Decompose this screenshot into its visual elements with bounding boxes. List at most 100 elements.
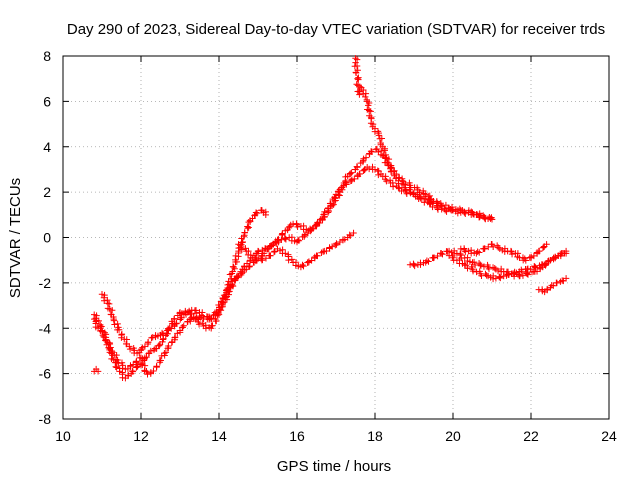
data-point [355, 76, 362, 83]
x-tick-label: 16 [289, 428, 305, 444]
data-point [362, 93, 369, 101]
data-point [262, 211, 269, 219]
data-point [474, 211, 481, 218]
data-point [148, 334, 155, 342]
data-point [133, 358, 140, 365]
data-point [347, 232, 354, 240]
data-point [365, 165, 373, 173]
data-point [348, 169, 355, 176]
data-point [350, 229, 357, 237]
y-tick-label: 4 [43, 139, 51, 155]
y-tick-label: 2 [43, 184, 51, 200]
data-point [158, 329, 166, 337]
x-tick-label: 20 [445, 428, 461, 444]
data-point [353, 62, 361, 70]
data-point [314, 252, 321, 260]
data-point [103, 341, 110, 348]
data-point [206, 313, 213, 321]
data-point [382, 151, 390, 159]
data-point [213, 308, 220, 315]
data-point [101, 329, 108, 336]
data-point [347, 170, 354, 177]
data-point [497, 274, 504, 282]
y-tick-label: 0 [43, 230, 51, 246]
data-point [536, 247, 543, 255]
data-point [93, 312, 100, 319]
y-tick-label: 6 [43, 93, 51, 109]
data-point [129, 367, 136, 375]
data-point [333, 241, 340, 248]
data-point [387, 163, 394, 171]
data-point [381, 147, 388, 154]
data-points [91, 55, 570, 382]
data-point [111, 321, 118, 328]
data-point [174, 330, 181, 337]
data-point [514, 250, 522, 257]
data-point [330, 201, 337, 208]
data-point [384, 159, 391, 166]
data-point [481, 213, 488, 221]
data-point [426, 200, 433, 207]
x-tick-label: 10 [55, 428, 71, 444]
data-point [299, 261, 306, 269]
data-point [530, 252, 538, 260]
data-point [378, 135, 386, 142]
data-point [562, 250, 570, 257]
data-point [481, 245, 488, 252]
data-point [282, 250, 289, 257]
data-point [484, 215, 492, 222]
data-point [156, 357, 164, 364]
data-point [198, 312, 205, 319]
data-point [462, 248, 469, 255]
x-tick-label: 22 [523, 428, 539, 444]
data-point [470, 258, 478, 266]
data-point [179, 324, 186, 331]
data-point [562, 275, 570, 282]
data-point [300, 262, 307, 270]
data-point [328, 243, 336, 250]
data-point [353, 81, 360, 88]
x-axis-label: GPS time / hours [277, 458, 391, 475]
data-point [237, 271, 245, 279]
data-point [462, 210, 469, 217]
data-point [143, 368, 150, 375]
data-point [294, 223, 301, 231]
data-point [539, 244, 547, 251]
data-point [108, 350, 115, 357]
data-point [557, 252, 565, 260]
data-point [488, 216, 496, 223]
data-point [365, 102, 372, 109]
data-point [509, 270, 517, 277]
data-point [165, 342, 172, 350]
data-point [354, 164, 361, 171]
data-point [227, 281, 234, 289]
data-point [476, 249, 483, 256]
data-point [528, 253, 535, 261]
data-point [367, 108, 374, 115]
data-point [496, 273, 504, 280]
data-point [402, 187, 410, 194]
data-point [439, 251, 446, 258]
data-point [540, 243, 547, 251]
data-point [238, 243, 245, 251]
y-tick-label: -2 [39, 275, 52, 291]
data-point [373, 145, 381, 153]
x-tick-label: 14 [211, 428, 227, 444]
data-point [308, 226, 315, 234]
data-point [206, 315, 214, 322]
data-point [281, 235, 289, 242]
data-point [403, 190, 411, 197]
data-point [398, 187, 405, 195]
data-point [253, 209, 261, 217]
data-point [244, 223, 251, 230]
data-point [524, 271, 532, 278]
data-point [239, 238, 247, 246]
data-point [434, 204, 441, 212]
data-point [115, 360, 122, 367]
data-point [356, 170, 363, 178]
data-point [316, 219, 323, 227]
data-point [442, 207, 449, 214]
data-point [105, 300, 113, 308]
data-point [354, 75, 361, 82]
